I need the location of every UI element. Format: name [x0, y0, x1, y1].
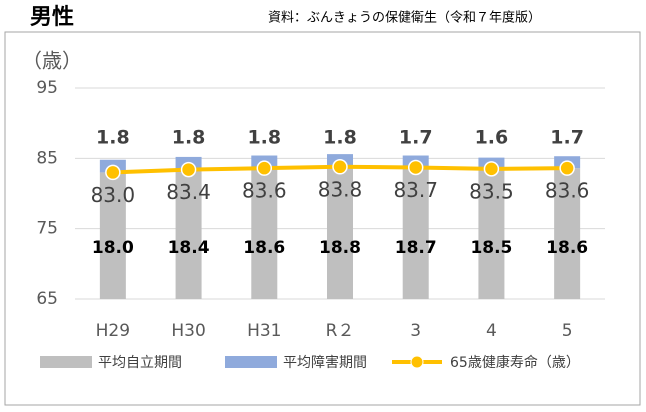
data-label: 83.6: [545, 179, 590, 203]
legend-swatch: [410, 355, 424, 369]
x-tick-label: 3: [410, 321, 421, 341]
x-tick-label: H30: [171, 321, 205, 341]
y-tick-label: 65: [36, 289, 58, 309]
line-marker: [256, 160, 273, 176]
line-marker: [407, 159, 424, 176]
data-label: 83.7: [393, 178, 438, 202]
x-tick-label: 5: [562, 321, 573, 341]
data-label: 83.5: [469, 179, 514, 203]
y-tick-label: 85: [36, 148, 58, 168]
line-marker: [559, 160, 575, 176]
data-label: 1.8: [172, 127, 206, 149]
legend-label: 65歳健康寿命（歳）: [450, 354, 580, 371]
data-label: 18.6: [546, 238, 588, 258]
legend-swatch: [40, 356, 92, 368]
bar-segment: [402, 167, 429, 299]
x-tick-label: 4: [486, 321, 497, 341]
bar-segment: [478, 168, 505, 299]
legend-swatch: [225, 356, 277, 368]
data-label: 1.8: [247, 127, 281, 149]
data-label: 18.7: [395, 238, 437, 258]
line-marker: [483, 161, 500, 177]
bar-segment: [99, 172, 126, 299]
x-tick-label: H31: [247, 321, 281, 341]
data-label: 18.5: [470, 238, 512, 258]
y-axis-label: （歳）: [22, 49, 82, 73]
line-marker: [105, 164, 121, 181]
data-label: 83.6: [242, 179, 287, 203]
line-marker: [332, 159, 348, 175]
y-tick-label: 75: [36, 219, 58, 239]
data-label: 18.6: [243, 238, 285, 258]
data-label: 1.6: [475, 127, 509, 149]
legend-label: 平均自立期間: [98, 355, 182, 371]
data-label: 18.4: [168, 238, 210, 258]
bar-segment: [251, 168, 278, 299]
source-note: 資料：ぶんきょうの保健衛生（令和７年度版）: [268, 10, 541, 26]
data-label: 18.0: [92, 238, 134, 258]
data-label: 18.8: [319, 238, 361, 258]
data-label: 83.8: [318, 177, 363, 201]
y-tick-label: 95: [36, 78, 58, 98]
data-label: 1.7: [550, 127, 584, 149]
line-marker: [180, 161, 197, 178]
legend-label: 平均障害期間: [283, 355, 367, 371]
bar-segment: [554, 168, 581, 299]
data-label: 83.4: [166, 180, 211, 204]
data-label: 83.0: [91, 183, 136, 207]
bar-segment: [327, 166, 353, 299]
x-tick-label: H29: [96, 321, 130, 341]
bar-segment: [175, 169, 202, 299]
data-label: 1.7: [399, 127, 433, 149]
data-label: 1.8: [323, 127, 357, 149]
chart-title: 男性: [30, 5, 74, 30]
data-label: 1.8: [96, 127, 130, 149]
x-tick-label: R２: [326, 321, 355, 341]
